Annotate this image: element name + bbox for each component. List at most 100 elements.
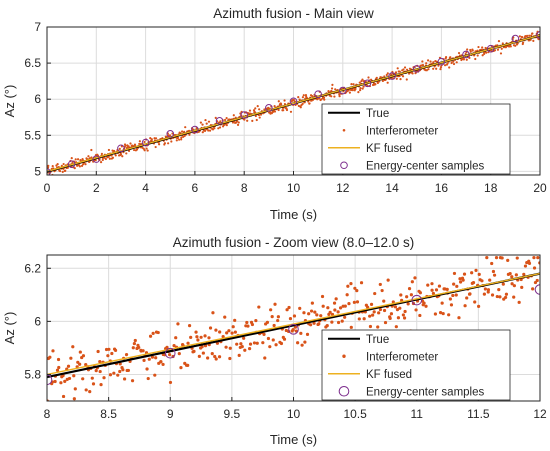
interferometer-point bbox=[462, 58, 465, 61]
interferometer-point bbox=[201, 131, 204, 134]
interferometer-point bbox=[167, 142, 170, 145]
interferometer-point bbox=[355, 300, 360, 304]
interferometer-point bbox=[343, 315, 347, 319]
interferometer-point bbox=[207, 336, 211, 340]
interferometer-point bbox=[310, 301, 314, 305]
interferometer-point bbox=[430, 288, 434, 292]
interferometer-point bbox=[483, 287, 487, 291]
interferometer-point bbox=[477, 272, 481, 276]
interferometer-point bbox=[256, 105, 259, 108]
interferometer-point bbox=[56, 357, 61, 362]
y-axis-label: Az (°) bbox=[2, 312, 17, 345]
interferometer-point bbox=[233, 330, 237, 334]
interferometer-point bbox=[431, 291, 435, 296]
interferometer-point bbox=[418, 313, 422, 318]
interferometer-point bbox=[336, 320, 341, 325]
interferometer-point bbox=[154, 356, 158, 360]
legend-swatch-interferometer bbox=[342, 128, 346, 132]
interferometer-point bbox=[48, 355, 52, 359]
interferometer-point bbox=[84, 163, 87, 166]
x-tick-label: 9.5 bbox=[224, 407, 241, 421]
interferometer-point bbox=[90, 156, 93, 159]
interferometer-point bbox=[153, 373, 157, 377]
interferometer-point bbox=[62, 162, 65, 166]
plot-content bbox=[47, 256, 540, 401]
interferometer-point bbox=[471, 49, 474, 52]
interferometer-point bbox=[80, 164, 84, 167]
interferometer-point bbox=[51, 165, 54, 168]
interferometer-point bbox=[531, 32, 534, 35]
x-tick-label: 6 bbox=[192, 181, 199, 195]
interferometer-point bbox=[273, 110, 277, 113]
interferometer-point bbox=[258, 108, 261, 111]
interferometer-point bbox=[111, 156, 115, 159]
interferometer-point bbox=[112, 149, 116, 153]
interferometer-point bbox=[251, 119, 254, 122]
interferometer-point bbox=[395, 308, 400, 312]
interferometer-point bbox=[451, 293, 455, 298]
interferometer-point bbox=[470, 271, 474, 275]
interferometer-point bbox=[532, 266, 537, 270]
interferometer-point bbox=[521, 41, 525, 44]
interferometer-point bbox=[78, 350, 82, 354]
interferometer-point bbox=[327, 90, 330, 93]
interferometer-point bbox=[246, 324, 250, 328]
interferometer-point bbox=[358, 81, 361, 84]
interferometer-point bbox=[333, 95, 336, 98]
energy-center-point bbox=[141, 138, 150, 147]
interferometer-point bbox=[361, 78, 364, 81]
interferometer-point bbox=[225, 117, 228, 120]
energy-center-point bbox=[511, 34, 520, 43]
y-tick-label: 6 bbox=[34, 314, 41, 328]
interferometer-point bbox=[254, 107, 257, 110]
interferometer-point bbox=[332, 301, 337, 305]
y-tick-label: 7 bbox=[34, 20, 41, 34]
interferometer-point bbox=[266, 336, 271, 341]
interferometer-point bbox=[161, 362, 165, 367]
interferometer-point bbox=[375, 76, 378, 79]
interferometer-point bbox=[353, 286, 357, 290]
interferometer-point bbox=[485, 51, 488, 54]
y-tick-label: 5.5 bbox=[24, 128, 41, 142]
interferometer-point bbox=[359, 281, 364, 285]
interferometer-point bbox=[528, 34, 531, 37]
legend: True Interferometer KF fused Energy-center … bbox=[321, 329, 511, 401]
interferometer-point bbox=[480, 279, 484, 283]
legend-label: KF fused bbox=[366, 369, 412, 381]
interferometer-point bbox=[237, 353, 241, 357]
interferometer-point bbox=[402, 68, 405, 71]
interferometer-point bbox=[466, 48, 469, 51]
interferometer-point bbox=[421, 64, 425, 67]
interferometer-point bbox=[425, 69, 428, 72]
x-tick-label: 10.5 bbox=[343, 407, 367, 421]
interferometer-point bbox=[497, 40, 501, 43]
interferometer-point bbox=[359, 89, 362, 92]
interferometer-point bbox=[530, 34, 533, 37]
interferometer-point bbox=[119, 153, 123, 156]
interferometer-point bbox=[495, 294, 499, 299]
interferometer-point bbox=[208, 129, 212, 132]
interferometer-point bbox=[323, 98, 326, 101]
interferometer-point bbox=[108, 373, 113, 377]
interferometer-point bbox=[367, 76, 370, 79]
interferometer-point bbox=[352, 300, 356, 304]
interferometer-point bbox=[349, 325, 353, 329]
interferometer-point bbox=[504, 292, 509, 296]
interferometer-point bbox=[141, 349, 145, 353]
interferometer-point bbox=[298, 306, 302, 310]
interferometer-point bbox=[401, 75, 405, 78]
energy-center-point bbox=[67, 160, 76, 168]
interferometer-point bbox=[440, 301, 444, 305]
interferometer-point bbox=[248, 342, 253, 346]
legend-label: Interferometer bbox=[366, 125, 438, 137]
interferometer-point bbox=[124, 352, 129, 357]
interferometer-point bbox=[386, 81, 389, 84]
interferometer-point bbox=[518, 35, 521, 38]
interferometer-point bbox=[270, 315, 274, 319]
interferometer-point bbox=[345, 293, 349, 297]
interferometer-point bbox=[259, 113, 263, 116]
interferometer-point bbox=[280, 103, 283, 106]
interferometer-point bbox=[104, 347, 109, 352]
interferometer-point bbox=[483, 52, 486, 55]
interferometer-point bbox=[122, 377, 127, 381]
